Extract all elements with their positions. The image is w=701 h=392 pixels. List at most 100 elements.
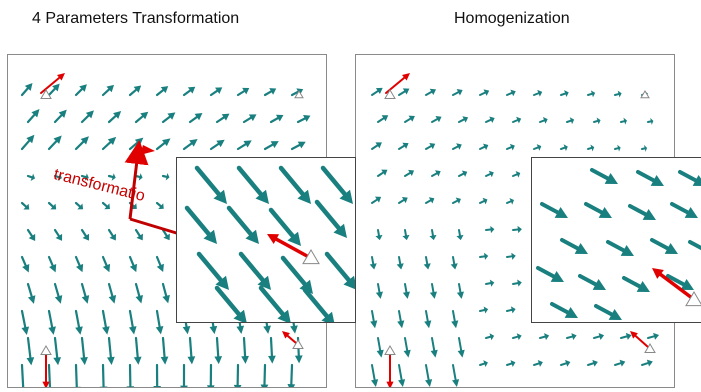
vector-arrow	[188, 113, 203, 124]
vector-arrow	[73, 363, 81, 387]
zoom-vector-arrow	[536, 266, 564, 282]
vector-arrow	[26, 173, 36, 181]
vector-arrow	[620, 117, 627, 125]
vector-arrow	[20, 201, 30, 210]
vector-arrow	[398, 88, 410, 96]
vector-arrow	[376, 337, 384, 358]
vector-arrow	[425, 143, 436, 150]
vector-arrow	[233, 363, 242, 387]
vector-arrow	[452, 197, 461, 204]
vector-arrow	[74, 84, 87, 97]
vector-arrow	[128, 137, 144, 151]
zoom-vector-arrow	[236, 165, 269, 204]
vector-arrow	[452, 89, 463, 96]
zoom-vector-arrow	[278, 165, 311, 204]
control-vector-arrow	[40, 73, 65, 94]
vector-arrow	[20, 363, 25, 387]
vector-arrow	[375, 283, 383, 299]
vector-arrow	[107, 282, 117, 304]
vector-arrow	[187, 336, 196, 365]
vector-arrow	[128, 85, 142, 97]
zoom-vector-arrow	[636, 170, 664, 186]
vector-arrow	[26, 336, 35, 366]
control-vector-arrow	[282, 331, 297, 344]
zoom-vector-arrow	[238, 251, 271, 290]
control-vector-arrow	[42, 354, 50, 387]
vector-arrow	[161, 282, 170, 304]
vector-arrow	[485, 170, 494, 178]
vector-arrow	[287, 363, 296, 387]
zoom-control-point-icon	[685, 291, 701, 307]
vector-arrow	[296, 115, 311, 124]
vector-arrow	[533, 89, 543, 97]
zoom-vector-arrow	[678, 170, 701, 186]
vector-arrow	[263, 141, 279, 151]
zoom-vector-arrow	[650, 238, 678, 254]
vector-arrow	[425, 197, 435, 204]
vector-arrow	[126, 363, 135, 387]
vector-arrow	[20, 82, 33, 97]
vector-arrow	[134, 111, 149, 124]
vector-arrow	[74, 136, 89, 151]
vector-arrow	[506, 198, 514, 205]
vector-arrow	[404, 169, 415, 177]
vector-arrow	[155, 255, 164, 272]
control-point-icon	[384, 89, 396, 99]
zoom-vector-arrow	[280, 255, 313, 294]
vector-arrow	[587, 359, 598, 367]
vector-arrow	[457, 337, 465, 358]
vector-arrow	[566, 117, 575, 125]
zoom-vector-arrow	[324, 251, 355, 290]
vector-arrow	[396, 256, 404, 270]
control-point-icon	[294, 90, 304, 99]
vector-arrow	[101, 201, 110, 210]
vector-arrow	[512, 279, 522, 287]
control-vector-arrow	[386, 354, 394, 387]
vector-arrow	[479, 143, 489, 151]
zoom-vector-arrow	[622, 276, 650, 292]
vector-arrow	[479, 197, 488, 205]
vector-arrow	[641, 359, 653, 367]
vector-arrow	[479, 306, 489, 314]
vector-arrow	[161, 228, 170, 241]
vector-arrow	[456, 283, 464, 299]
vector-arrow	[479, 252, 489, 260]
vector-arrow	[47, 201, 57, 210]
vector-arrow	[182, 86, 196, 97]
vector-arrow	[425, 364, 433, 387]
zoom-vector-arrow	[560, 238, 588, 254]
vector-arrow	[450, 256, 458, 270]
vector-arrow	[215, 113, 230, 124]
vector-arrow	[236, 140, 252, 151]
vector-arrow	[485, 225, 495, 234]
control-vector-arrow	[630, 331, 649, 348]
vector-arrow	[26, 109, 40, 124]
vector-arrow	[402, 283, 410, 299]
vector-arrow	[182, 139, 198, 151]
vector-arrow	[485, 116, 495, 124]
vector-arrow	[593, 332, 605, 340]
vector-arrow	[101, 255, 111, 273]
vector-arrow	[614, 359, 626, 367]
vector-arrow	[160, 336, 169, 365]
zoom-control-vector-arrow	[652, 268, 694, 300]
vector-arrow	[155, 201, 164, 210]
zoom-vector-arrow	[540, 202, 568, 218]
vector-arrow	[80, 282, 90, 304]
zoom-control-point-icon	[302, 249, 320, 265]
vector-arrow	[53, 228, 63, 241]
vector-arrow	[214, 336, 223, 365]
zoom-vector-arrow	[584, 202, 612, 218]
control-point-icon	[384, 345, 396, 355]
homogenization-zoom-vectors	[536, 168, 701, 320]
vector-arrow	[47, 309, 56, 335]
vector-arrow	[371, 142, 382, 150]
vector-arrow	[512, 333, 522, 341]
vector-arrow	[155, 86, 169, 97]
vector-arrow	[539, 333, 550, 341]
vector-arrow	[242, 114, 257, 124]
vector-arrow	[268, 336, 276, 364]
vector-arrow	[560, 90, 569, 97]
zoom-vector-arrow	[196, 251, 229, 290]
vector-arrow	[397, 310, 405, 329]
